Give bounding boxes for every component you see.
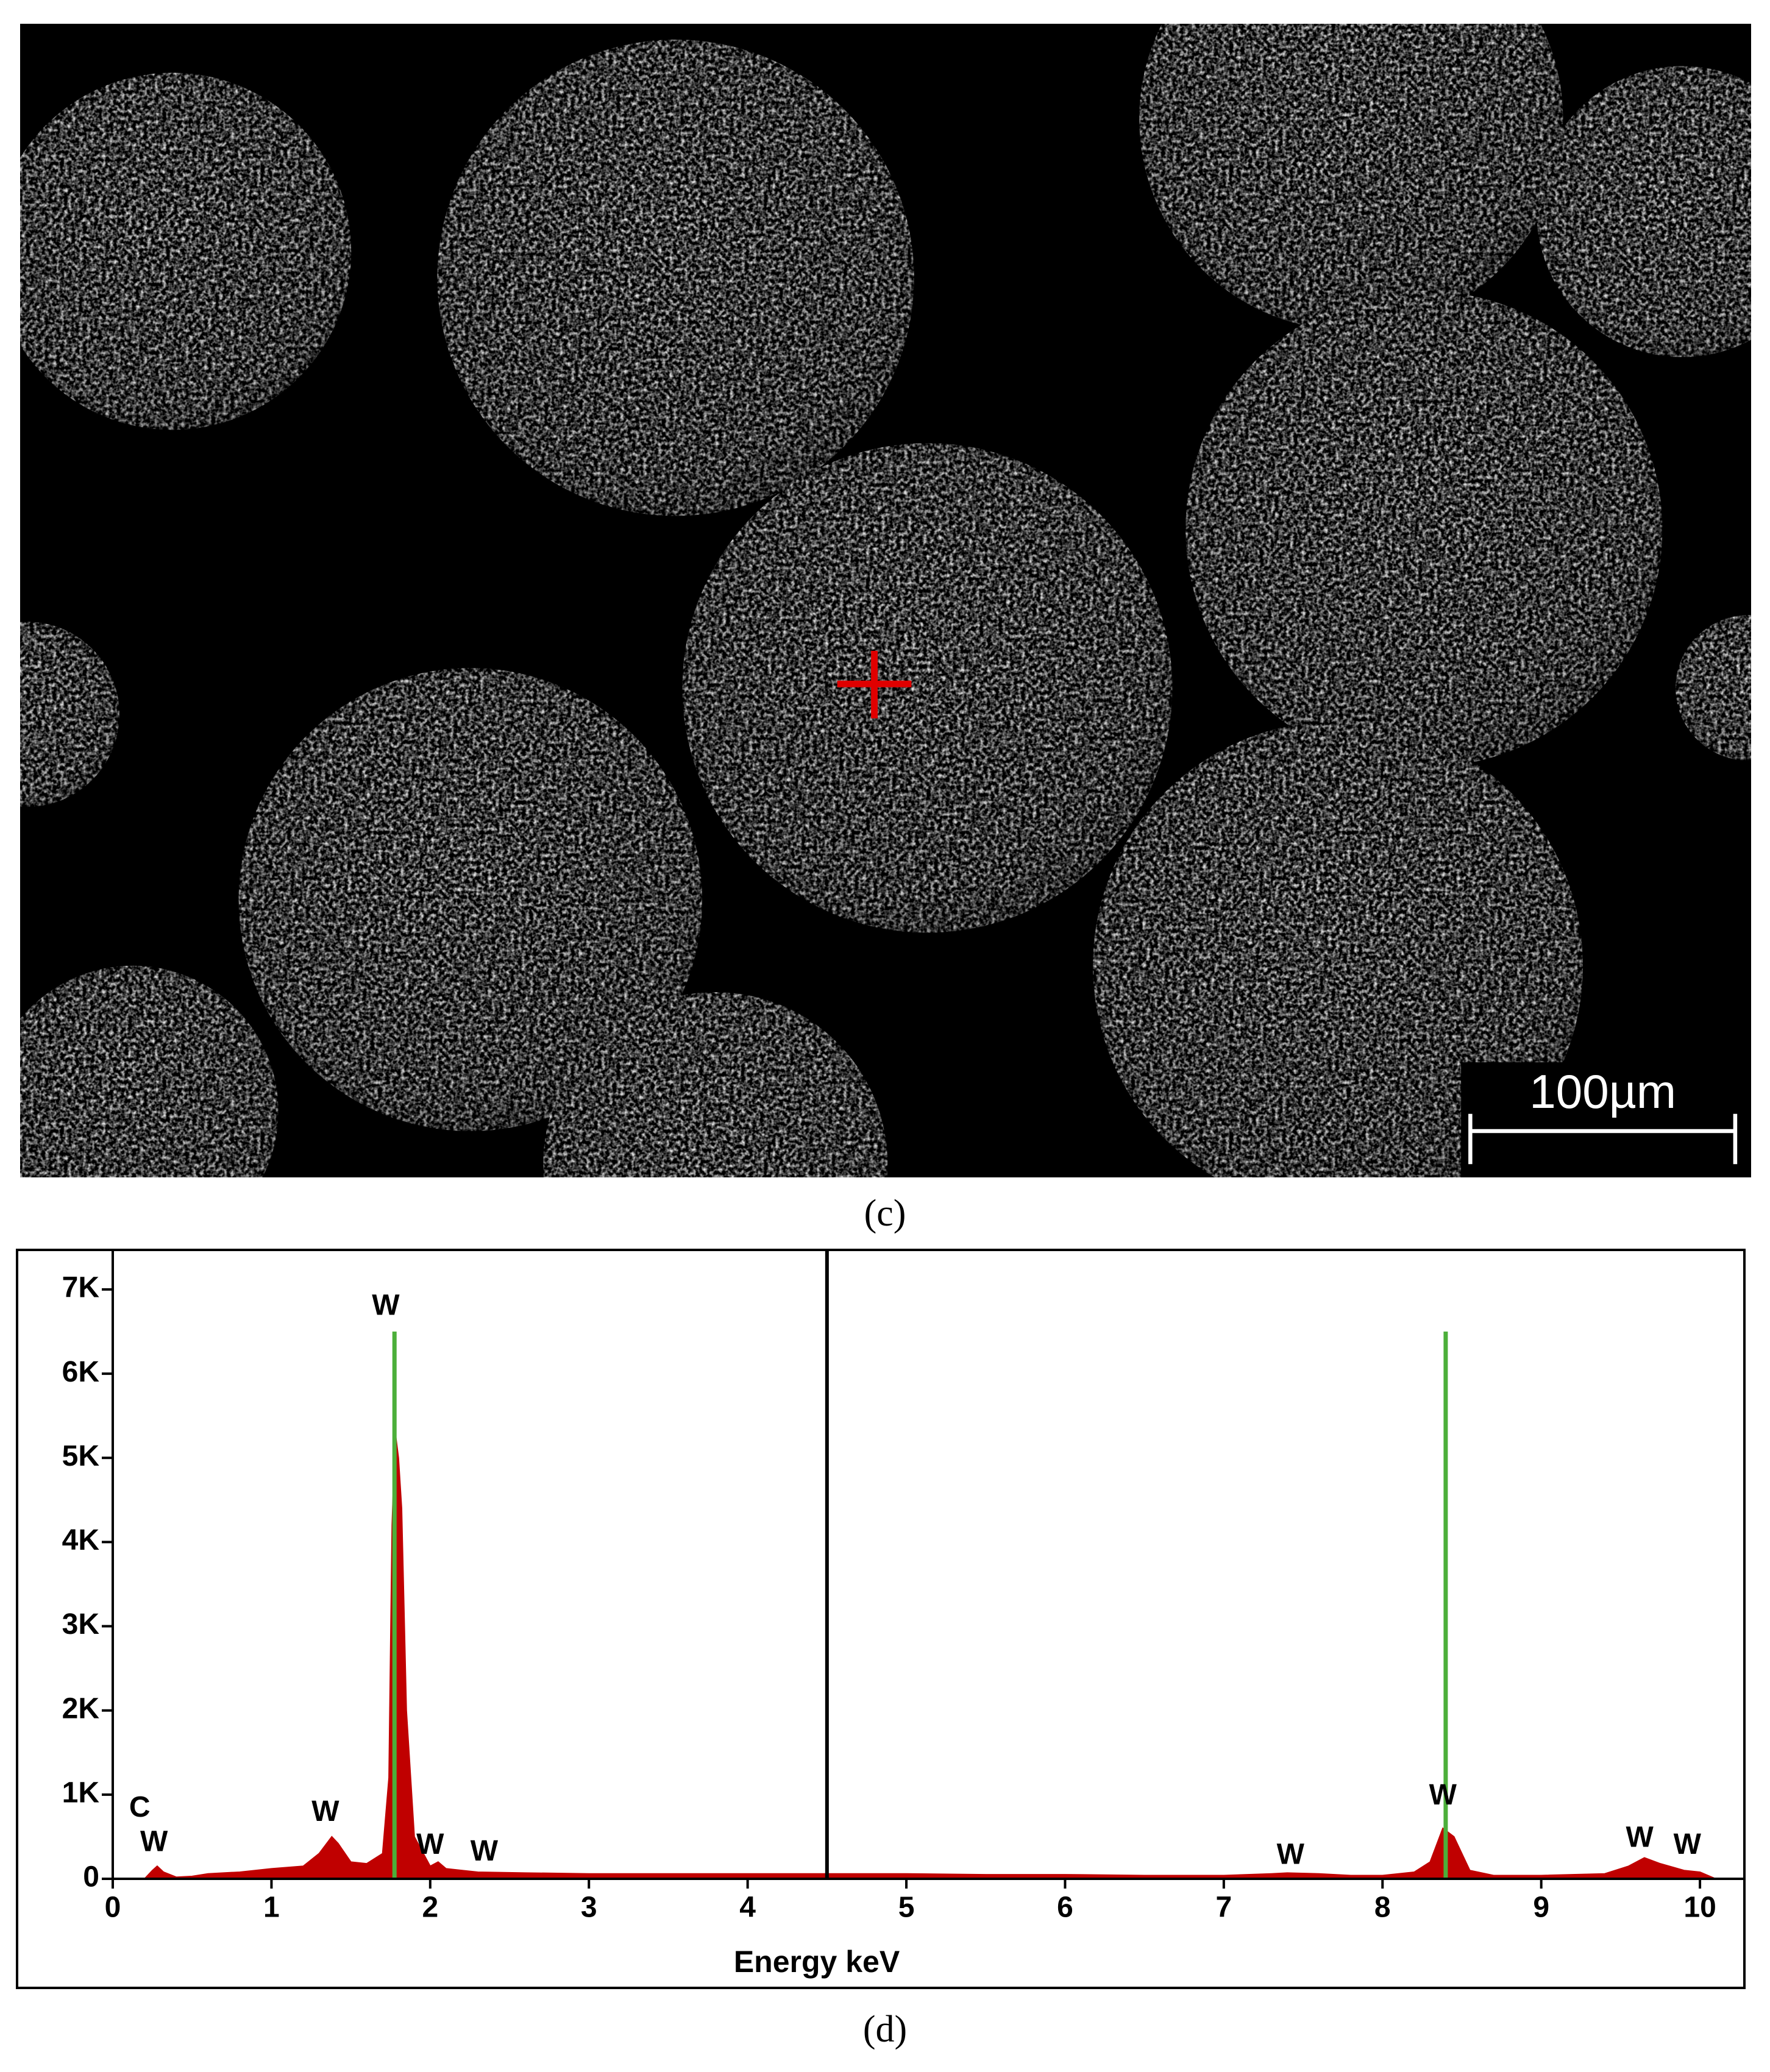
caption-d: (d): [863, 2009, 907, 2050]
peak-label: W: [1277, 1838, 1305, 1870]
scale-bar-label: 100µm: [1529, 1065, 1676, 1118]
y-tick-label: 0: [83, 1861, 99, 1893]
peak-label: W: [1429, 1779, 1457, 1811]
x-tick-label: 5: [898, 1892, 915, 1924]
x-tick-label: 4: [739, 1892, 756, 1924]
caption-c: (c): [864, 1193, 906, 1234]
y-tick-label: 1K: [62, 1777, 100, 1809]
peak-label: C: [129, 1791, 151, 1823]
peak-label: W: [471, 1835, 499, 1867]
particles: [20, 24, 1751, 1177]
x-tick-label: 8: [1374, 1892, 1391, 1924]
y-tick-label: 6K: [62, 1356, 100, 1388]
sem-image: 100µm: [20, 24, 1751, 1177]
x-tick-label: 6: [1057, 1892, 1073, 1924]
x-tick-label: 1: [263, 1892, 280, 1924]
x-axis-label: Energy keV: [734, 1945, 900, 1979]
peak-label: W: [140, 1826, 168, 1858]
peak-label: W: [1626, 1822, 1654, 1854]
x-tick-label: 0: [105, 1892, 121, 1924]
peak-label: W: [416, 1828, 444, 1861]
probe-cross: [837, 650, 912, 718]
scale-bar-box: [1461, 1062, 1751, 1177]
x-tick-label: 3: [581, 1892, 597, 1924]
x-tick-label: 7: [1216, 1892, 1232, 1924]
y-tick-label: 3K: [62, 1608, 100, 1641]
y-tick-label: 4K: [62, 1524, 100, 1556]
scale-bar: [1468, 1113, 1738, 1165]
y-tick-label: 2K: [62, 1692, 100, 1725]
x-tick-label: 2: [422, 1892, 438, 1924]
x-tick-label: 9: [1533, 1892, 1549, 1924]
spectrum-area: [143, 1432, 1716, 1879]
y-tick-label: 7K: [62, 1272, 100, 1304]
x-tick-label: 10: [1683, 1892, 1716, 1924]
peak-label: W: [311, 1795, 339, 1828]
peak-label: W: [1674, 1828, 1702, 1861]
y-tick-label: 5K: [62, 1440, 100, 1472]
peak-label: W: [372, 1290, 400, 1322]
